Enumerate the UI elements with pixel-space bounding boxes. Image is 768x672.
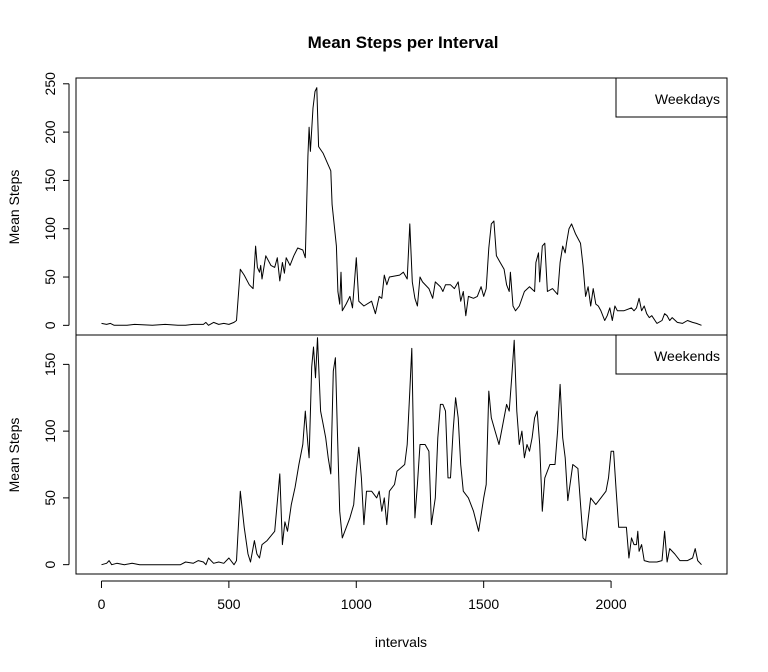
series-weekdays (101, 87, 702, 326)
y-tick-label-weekends: 150 (42, 352, 58, 376)
legend-label-weekends: Weekends (654, 348, 720, 364)
series-line-weekdays (101, 87, 702, 326)
y-tick-label-weekends: 100 (42, 419, 58, 443)
y-tick-label-weekdays: 150 (42, 169, 58, 193)
y-tick-label-weekdays: 200 (42, 120, 58, 144)
y-tick-label-weekdays: 0 (42, 321, 58, 329)
y-tick-label-weekends: 50 (42, 490, 58, 506)
legend-label-weekdays: Weekdays (655, 91, 720, 107)
legend-box-weekends (615, 334, 728, 375)
x-tick-label: 1500 (468, 596, 499, 612)
y-tick-label-weekdays: 50 (42, 269, 58, 285)
panel-weekdays: Mean Steps 0 50 100 150 200 250 Weekdays (6, 72, 728, 336)
chart-title: Mean Steps per Interval (308, 33, 499, 52)
y-tick-label-weekdays: 250 (42, 72, 58, 96)
y-tick-label-weekends: 0 (42, 561, 58, 569)
x-tick-label: 0 (98, 596, 106, 612)
legend-weekdays: Weekdays (615, 77, 728, 118)
y-axis-label-weekends: Mean Steps (6, 418, 22, 493)
y-axis-weekdays: 0 50 100 150 200 250 (42, 72, 70, 329)
x-axis-label: intervals (375, 634, 427, 650)
series-weekends (101, 337, 702, 566)
panel-weekends: Mean Steps 0 50 100 150 Weekends (6, 334, 728, 575)
x-tick-label: 2000 (595, 596, 626, 612)
x-tick-label: 1000 (341, 596, 372, 612)
legend-box-weekdays (615, 77, 728, 118)
legend-weekends: Weekends (615, 334, 728, 375)
x-axis: 0 500 1000 1500 2000 (98, 580, 627, 612)
y-axis-weekends: 0 50 100 150 (42, 352, 70, 569)
plot-frame-weekends (75, 334, 728, 575)
x-tick-label: 500 (217, 596, 241, 612)
y-axis-label-weekdays: Mean Steps (6, 170, 22, 245)
y-tick-label-weekdays: 100 (42, 217, 58, 241)
series-line-weekends (101, 337, 702, 566)
